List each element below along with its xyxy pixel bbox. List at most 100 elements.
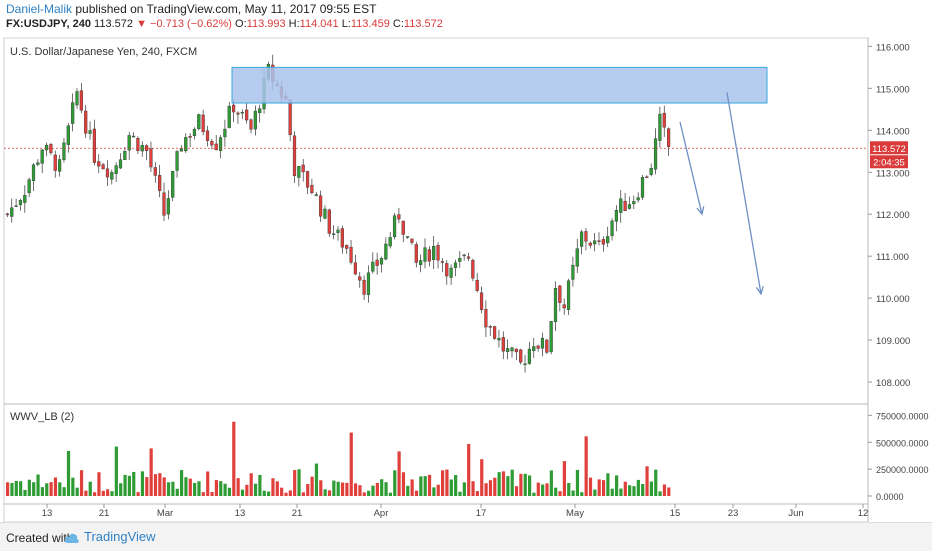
volume-bar <box>501 471 506 496</box>
volume-bar <box>401 472 406 496</box>
volume-bar <box>480 459 484 496</box>
volume-bar <box>275 481 279 496</box>
countdown-badge-label: 2:04:35 <box>873 157 905 168</box>
volume-bar <box>332 480 336 496</box>
volume-bar <box>384 482 388 496</box>
volume-bar <box>145 477 149 496</box>
candle-body <box>636 197 640 201</box>
volume-bar <box>66 450 71 496</box>
y-tick-label: 112.000 <box>876 210 910 221</box>
candle-body <box>575 248 579 267</box>
candle-body <box>319 195 323 217</box>
volume-bar <box>214 480 218 496</box>
volume-bar <box>136 492 140 496</box>
volume-bar <box>488 480 493 496</box>
candle-body <box>488 326 492 328</box>
candle-body <box>327 209 331 234</box>
volume-bar <box>106 489 110 496</box>
volume-bar <box>345 482 349 496</box>
volume-bar <box>49 482 53 496</box>
volume-bar <box>240 489 245 496</box>
volume-bar <box>662 484 667 496</box>
low-label: L: <box>341 18 351 30</box>
volume-bar <box>571 490 575 496</box>
candle-body <box>353 262 357 275</box>
x-tick-label: Apr <box>374 508 389 519</box>
candle-body <box>192 128 197 136</box>
volume-bar <box>223 483 227 496</box>
candle-body <box>632 201 636 205</box>
volume-bar <box>354 483 358 496</box>
candle-body <box>497 337 501 341</box>
y-tick-label: 115.000 <box>876 84 910 95</box>
candle-body <box>118 159 123 169</box>
volume-bar <box>245 484 249 496</box>
volume-bar <box>549 470 553 496</box>
candle-body <box>423 247 427 262</box>
volume-bar <box>171 481 175 496</box>
arrow-head-icon <box>696 206 705 216</box>
candle-body <box>323 208 327 219</box>
volume-bar <box>40 487 44 496</box>
candle-body <box>297 166 301 178</box>
candle-body <box>75 91 79 106</box>
volume-bar <box>349 432 353 496</box>
candle-body <box>510 347 514 352</box>
chart-header: Daniel-Malik published on TradingView.co… <box>0 0 932 36</box>
volume-bar <box>454 475 458 496</box>
volume-bar <box>562 461 566 496</box>
indicator-tick-label: 500000.0000 <box>876 438 929 448</box>
candle-body <box>301 164 305 173</box>
author-link[interactable]: Daniel-Malik <box>6 2 73 16</box>
candle-body <box>231 104 236 113</box>
candle-body <box>627 204 632 209</box>
volume-bar <box>610 488 614 496</box>
high-value: 114.041 <box>299 18 339 30</box>
last-price: 113.572 <box>94 18 133 30</box>
volume-bar <box>423 476 427 496</box>
volume-bar <box>227 487 232 496</box>
candle-body <box>288 99 292 135</box>
volume-bar <box>327 490 332 496</box>
volume-bar <box>593 489 597 496</box>
volume-bar <box>27 479 31 496</box>
candle-body <box>105 168 110 178</box>
candle-body <box>349 246 353 263</box>
y-tick-label: 114.000 <box>876 126 910 137</box>
volume-bar <box>367 490 371 496</box>
candle-body <box>188 135 192 138</box>
volume-bar <box>188 478 192 496</box>
candle-body <box>249 119 253 130</box>
y-tick-label: 110.000 <box>876 294 910 305</box>
price-change: −0.713 (−0.62%) <box>150 18 232 30</box>
close-value: 113.572 <box>403 18 443 30</box>
cloud-icon <box>64 533 79 543</box>
resistance-zone[interactable] <box>231 66 768 104</box>
candle-body <box>658 113 662 141</box>
candle-body <box>58 159 62 172</box>
volume-bar <box>536 482 540 496</box>
candle-body <box>519 349 523 363</box>
candle-body <box>536 345 540 349</box>
volume-bar <box>528 475 532 496</box>
volume-bar <box>645 466 649 496</box>
candle-body <box>305 171 310 188</box>
y-tick-label: 113.000 <box>876 168 910 179</box>
volume-bar <box>249 473 253 496</box>
volume-bar <box>140 471 145 496</box>
volume-bar <box>427 474 432 496</box>
volume-bar <box>288 490 292 496</box>
candle-body <box>227 105 231 128</box>
candle-body <box>584 231 588 242</box>
projection-arrow-line[interactable] <box>726 92 762 295</box>
candle-body <box>110 172 114 180</box>
chart-frame <box>3 37 869 522</box>
volume-bar <box>184 477 188 496</box>
price-chart[interactable]: 116.000 115.000 114.000 113.000 112.000 111.0… <box>0 0 932 522</box>
volume-bar <box>210 492 214 496</box>
volume-bar <box>388 492 392 496</box>
volume-bar <box>519 473 523 496</box>
tradingview-logo[interactable]: TradingView <box>64 529 156 544</box>
projection-arrow-line[interactable] <box>679 121 703 215</box>
candle-body <box>410 238 414 243</box>
